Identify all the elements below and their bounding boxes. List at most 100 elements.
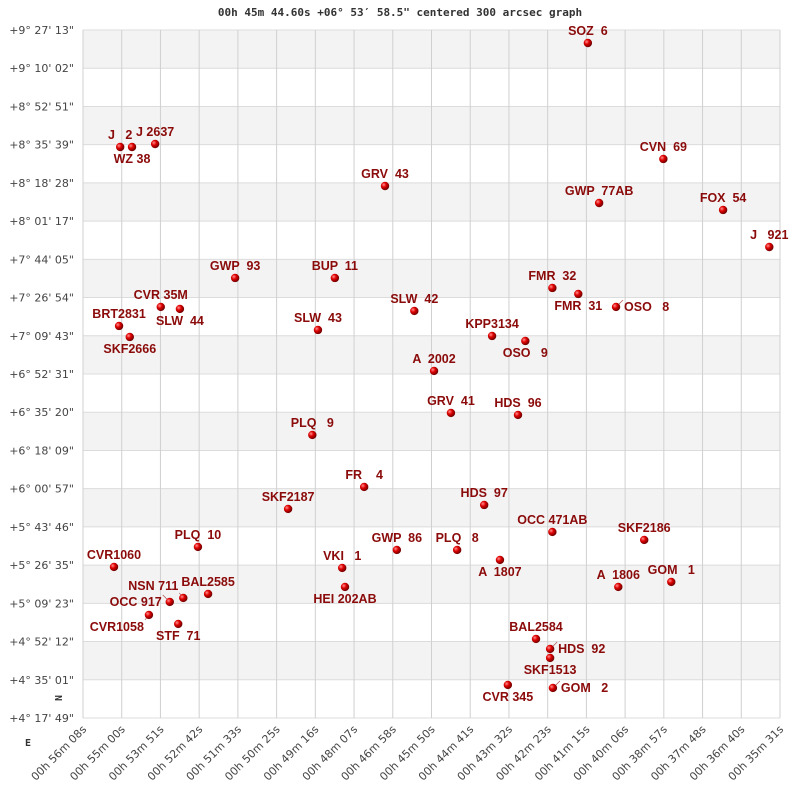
star-point	[308, 430, 317, 440]
y-tick-label: +6° 35' 20"	[9, 406, 74, 419]
star-point	[594, 198, 604, 208]
star-point	[179, 593, 188, 603]
star-point	[175, 304, 185, 314]
star-label: SLW 42	[390, 292, 438, 306]
star-point	[611, 302, 621, 312]
star-label: GOM 2	[561, 681, 608, 695]
star-label: NSN 711	[128, 579, 178, 593]
star-label: BAL2584	[509, 620, 563, 634]
star-point	[125, 332, 134, 342]
star-point	[340, 582, 350, 592]
star-label: GRV 41	[427, 394, 475, 408]
star-point	[230, 273, 240, 283]
y-tick-label: +6° 18' 09"	[9, 444, 74, 457]
star-label: HDS 92	[558, 642, 605, 656]
star-label: SKF2187	[262, 490, 315, 504]
y-tick-label: +9° 27' 13"	[9, 24, 74, 37]
y-tick-label: +9° 10' 02"	[9, 62, 74, 75]
star-point	[479, 500, 489, 510]
star-label: CVR 35M	[134, 288, 188, 302]
star-label: A 1807	[478, 565, 521, 579]
star-point	[718, 205, 728, 215]
star-label: FOX 54	[700, 191, 747, 205]
star-label: GWP 77AB	[565, 184, 634, 198]
star-point	[487, 331, 497, 341]
star-label: CVN 69	[640, 140, 687, 154]
star-label: HDS 97	[461, 486, 508, 500]
star-label: PLQ 8	[436, 531, 479, 545]
star-label: SOZ 6	[568, 24, 608, 38]
star-point	[359, 482, 369, 492]
y-tick-label: +6° 00' 57"	[9, 483, 74, 496]
star-label: FMR 31	[554, 299, 602, 313]
y-tick-label: +7° 44' 05"	[9, 253, 74, 266]
star-point	[495, 555, 505, 565]
y-tick-label: +7° 09' 43"	[9, 330, 74, 343]
star-label: SLW 44	[156, 314, 204, 328]
y-tick-label: +4° 35' 01"	[9, 674, 74, 687]
star-point	[574, 289, 583, 299]
star-label: HEI 202AB	[313, 592, 376, 606]
star-label: FR 4	[345, 468, 383, 482]
y-tick-label: +8° 18' 28"	[9, 177, 74, 190]
star-label: BRT2831	[92, 307, 146, 321]
y-tick-label: +5° 09' 23"	[9, 597, 74, 610]
star-label: CVR1060	[87, 548, 141, 562]
star-point	[156, 302, 165, 312]
star-point	[193, 542, 203, 552]
star-point	[165, 597, 174, 607]
star-point	[531, 634, 541, 644]
star-point	[583, 38, 593, 48]
star-point	[203, 589, 213, 599]
star-label: SKF1513	[524, 663, 577, 677]
star-point	[150, 139, 160, 149]
star-label: CVR 345	[482, 690, 533, 704]
star-point	[446, 408, 456, 418]
star-label: GWP 86	[372, 531, 423, 545]
star-label: WZ 38	[114, 152, 151, 166]
star-label: CVR1058	[90, 620, 144, 634]
star-label: HDS 96	[494, 396, 541, 410]
star-point	[513, 410, 523, 420]
star-label: GWP 93	[210, 259, 261, 273]
star-label: PLQ 9	[291, 416, 334, 430]
star-point	[114, 321, 124, 331]
star-point	[548, 527, 557, 537]
star-point	[548, 683, 558, 693]
star-point	[429, 366, 439, 376]
star-label: KPP3134	[465, 317, 519, 331]
chart-title: 00h 45m 44.60s +06° 53′ 58.5" centered 3…	[217, 6, 583, 19]
star-label: OCC 917	[110, 595, 162, 609]
star-point	[313, 325, 323, 335]
y-tick-label: +8° 01' 17"	[9, 215, 74, 228]
y-tick-label: +4° 52' 12"	[9, 636, 74, 649]
star-label: GOM 1	[648, 563, 695, 577]
star-point	[667, 577, 676, 587]
star-label: FMR 32	[528, 269, 576, 283]
star-label: SKF2186	[618, 521, 671, 535]
star-point	[765, 242, 774, 252]
star-point	[548, 283, 557, 293]
star-label: PLQ 10	[175, 528, 222, 542]
star-label: OCC 471AB	[517, 513, 587, 527]
star-point	[521, 336, 530, 346]
star-point	[452, 545, 462, 555]
star-point	[174, 619, 183, 629]
star-label: OSO 8	[624, 300, 669, 314]
star-label: A 1806	[597, 568, 640, 582]
star-label: A 2002	[412, 352, 455, 366]
y-tick-label: +5° 26' 35"	[9, 559, 74, 572]
y-tick-label: +8° 52' 51"	[9, 100, 74, 113]
star-label: OSO 9	[503, 346, 548, 360]
star-point	[115, 142, 125, 152]
north-indicator: N	[54, 695, 65, 701]
star-point	[109, 562, 119, 572]
star-label: VKI 1	[323, 549, 361, 563]
y-tick-label: +8° 35' 39"	[9, 139, 74, 152]
star-point	[283, 504, 293, 514]
y-tick-label: +5° 43' 46"	[9, 521, 74, 534]
star-point	[144, 610, 154, 620]
star-point	[503, 680, 513, 690]
star-label: BUP 11	[312, 259, 358, 273]
star-label: SLW 43	[294, 311, 342, 325]
